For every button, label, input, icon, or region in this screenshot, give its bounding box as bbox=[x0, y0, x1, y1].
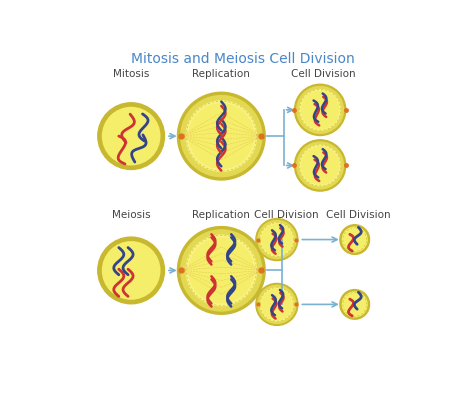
Circle shape bbox=[301, 146, 339, 185]
Circle shape bbox=[296, 86, 344, 134]
Circle shape bbox=[185, 235, 257, 306]
Circle shape bbox=[342, 227, 368, 253]
Circle shape bbox=[299, 89, 341, 131]
Circle shape bbox=[180, 229, 263, 312]
Text: Mitosis: Mitosis bbox=[113, 69, 149, 79]
Circle shape bbox=[257, 285, 297, 324]
Circle shape bbox=[102, 241, 161, 300]
Circle shape bbox=[261, 224, 292, 255]
Circle shape bbox=[189, 237, 254, 303]
Circle shape bbox=[299, 144, 341, 186]
Circle shape bbox=[185, 100, 257, 172]
Circle shape bbox=[98, 237, 164, 304]
Circle shape bbox=[261, 289, 292, 320]
Circle shape bbox=[342, 292, 368, 318]
Text: Cell Division: Cell Division bbox=[327, 210, 391, 220]
Text: Replication: Replication bbox=[192, 210, 250, 220]
Circle shape bbox=[260, 222, 294, 257]
Text: Cell Division: Cell Division bbox=[254, 210, 319, 220]
Circle shape bbox=[340, 290, 370, 319]
Circle shape bbox=[260, 287, 294, 322]
Circle shape bbox=[180, 95, 263, 177]
Circle shape bbox=[98, 103, 164, 170]
Circle shape bbox=[177, 92, 265, 180]
Circle shape bbox=[256, 284, 298, 325]
Circle shape bbox=[177, 227, 265, 314]
Text: Mitosis and Meiosis Cell Division: Mitosis and Meiosis Cell Division bbox=[131, 52, 355, 66]
Circle shape bbox=[340, 225, 370, 254]
Circle shape bbox=[294, 140, 346, 191]
Text: Cell Division: Cell Division bbox=[291, 69, 356, 79]
Text: Replication: Replication bbox=[192, 69, 250, 79]
Circle shape bbox=[296, 142, 344, 190]
Circle shape bbox=[102, 107, 161, 166]
Text: Meiosis: Meiosis bbox=[112, 210, 150, 220]
Circle shape bbox=[256, 219, 298, 261]
Circle shape bbox=[301, 91, 339, 129]
Circle shape bbox=[257, 220, 297, 259]
Circle shape bbox=[294, 84, 346, 136]
Circle shape bbox=[189, 103, 254, 169]
